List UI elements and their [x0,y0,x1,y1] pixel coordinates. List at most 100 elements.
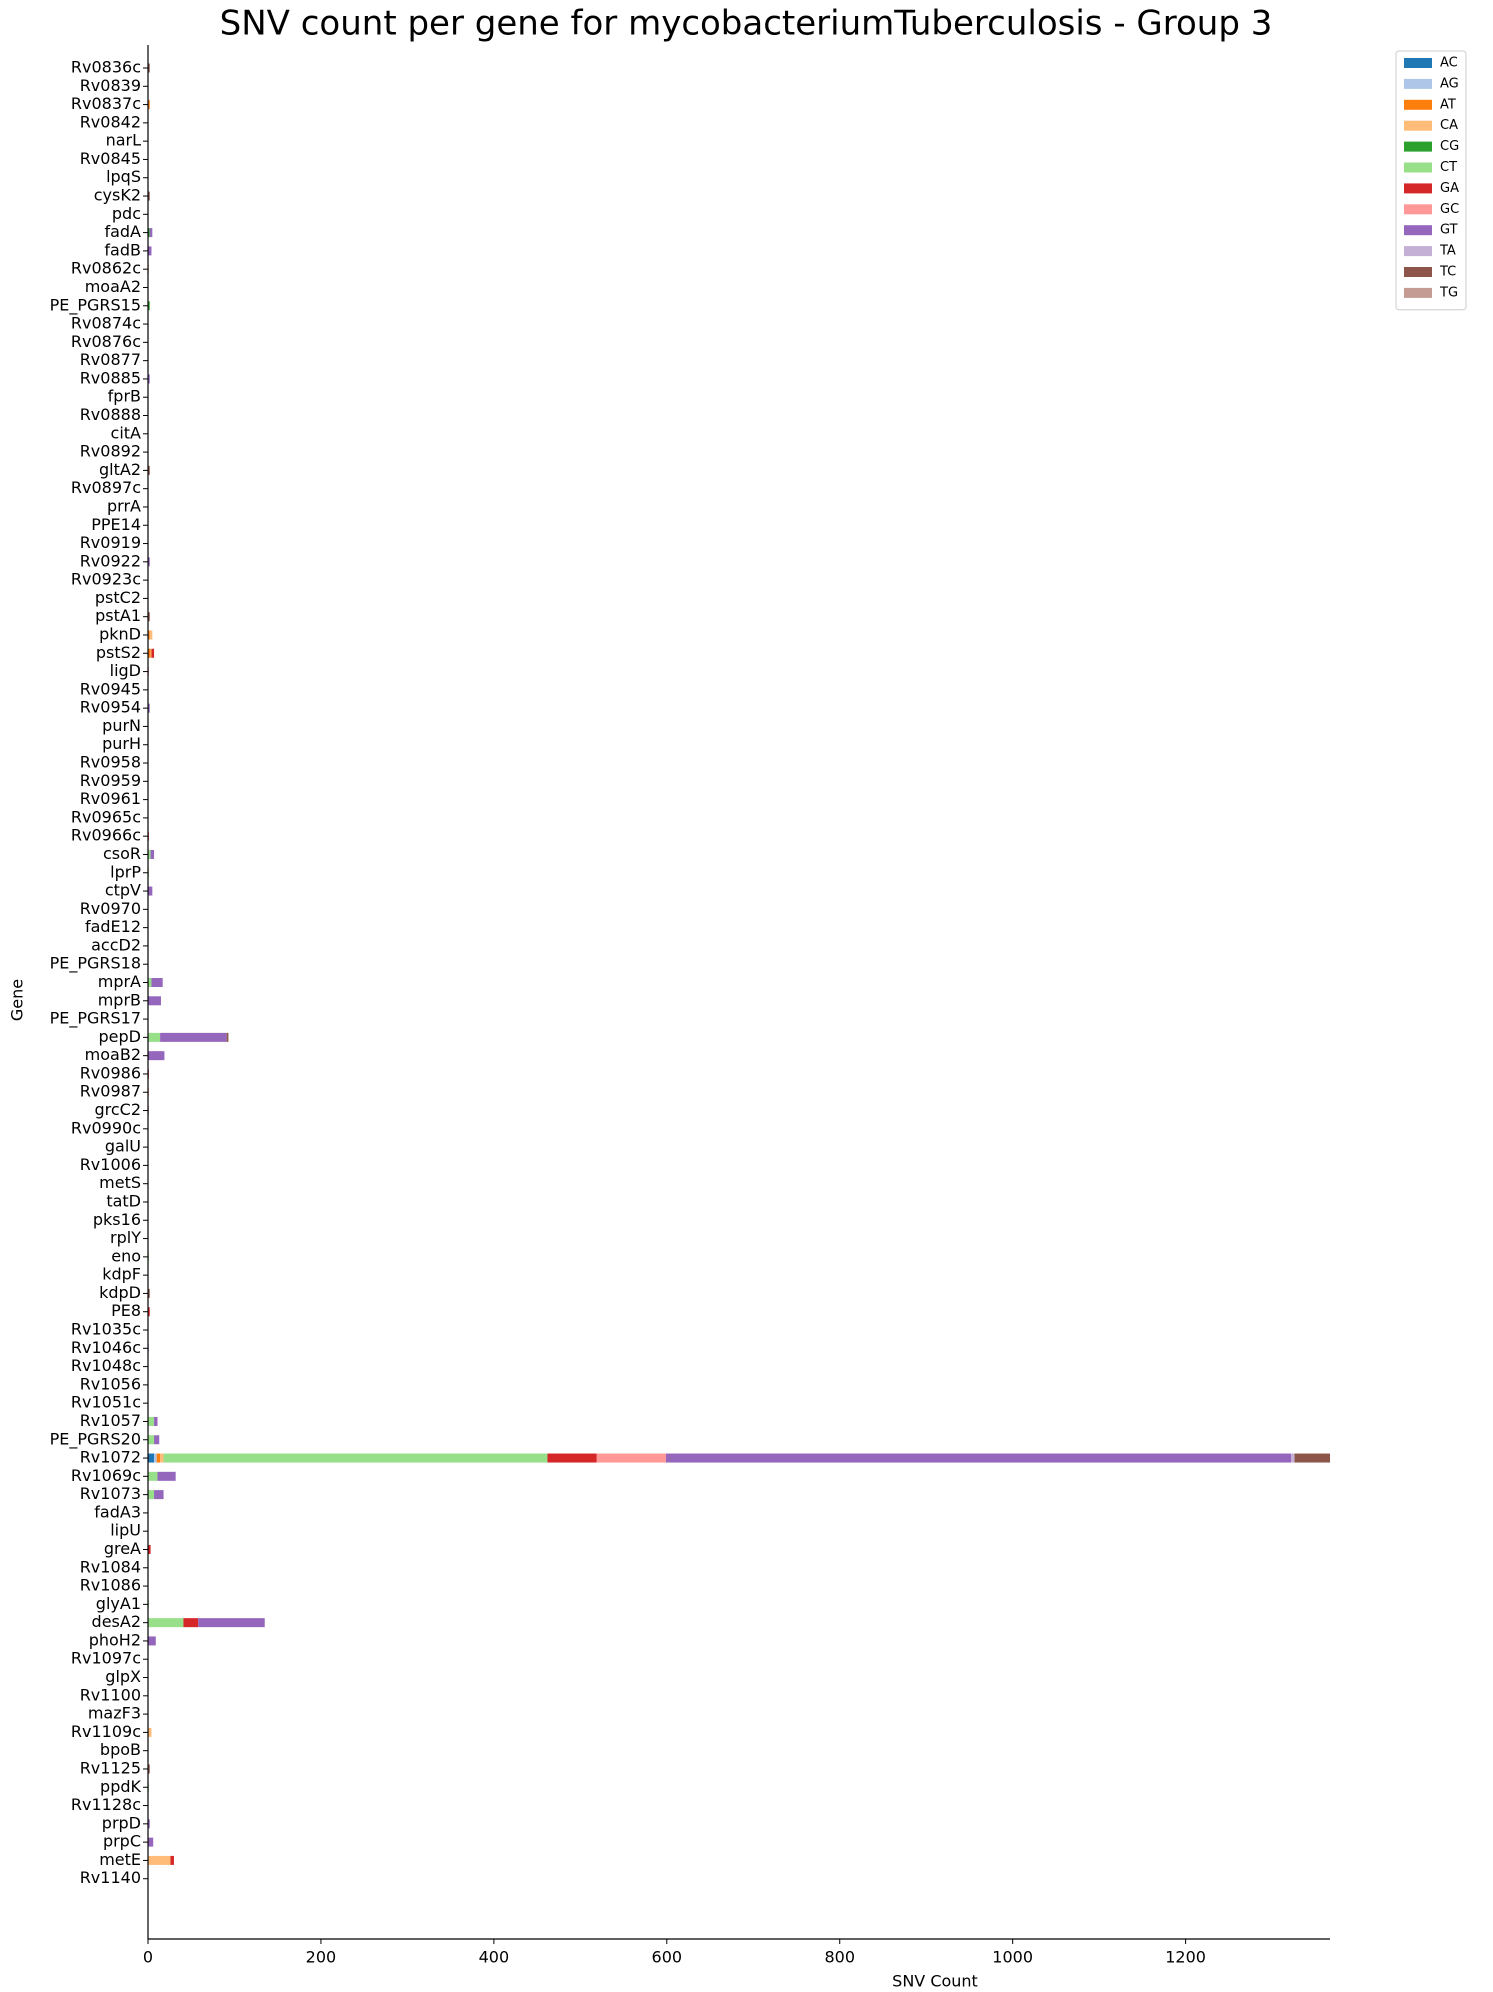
y-tick-label: csoR [103,844,141,863]
y-tick-label: PPE14 [91,515,141,534]
y-tick-label: Rv0923c [71,570,141,589]
y-tick-label: PE_PGRS15 [50,295,141,315]
legend-label: CG [1440,139,1459,154]
x-tick-label: 1000 [992,1948,1033,1967]
y-tick-label: pdc [112,204,141,223]
bar-segment [148,612,150,622]
y-tick-label: rplY [110,1228,141,1247]
bar-segment [148,1453,155,1463]
y-tick-label: fadB [104,240,141,259]
bar-segment [148,978,152,987]
y-tick-label: mprA [98,972,141,991]
x-tick-label: 1200 [1165,1948,1206,1967]
y-tick-label: mazF3 [88,1704,141,1723]
y-tick-label: pknD [99,624,141,643]
y-tick-label: narL [106,131,142,150]
y-tick-label: Rv0954 [80,698,141,717]
legend-swatch [1404,267,1432,277]
y-tick-label: kdpF [102,1265,141,1284]
bar-segment [148,1727,152,1737]
bar-segment [148,374,150,384]
bar-segment [148,630,150,640]
x-tick-label: 400 [479,1948,510,1967]
y-tick-label: glyA1 [96,1594,141,1613]
y-tick-label: fadA3 [94,1502,141,1521]
y-tick-label: Rv1051c [71,1393,141,1412]
bar-segment [148,1819,150,1829]
legend-swatch [1404,58,1432,68]
bar-segment [154,1453,157,1463]
bar-segment [148,1435,155,1445]
legend-label: GA [1440,181,1459,196]
bar-segment [148,1307,150,1317]
bar-segment [148,246,152,256]
bar-segment [148,1490,155,1500]
y-tick-label: PE8 [111,1301,141,1320]
bar-segment [148,1837,154,1847]
y-tick-label: Rv0874c [71,314,141,333]
y-tick-label: cysK2 [94,186,141,205]
bar-segment [198,1618,265,1628]
bar-segment [148,1416,155,1426]
y-tick-label: Rv0845 [80,149,141,168]
legend-label: AG [1440,76,1459,91]
legend-swatch [1404,78,1432,89]
bar-segment [150,849,155,859]
legend-swatch [1404,141,1432,152]
y-tick-label: Rv1057 [80,1411,141,1430]
bar-segment [596,1453,666,1463]
legend-label: GT [1440,223,1458,238]
legend-swatch [1404,99,1432,110]
legend: AC AG AT CA CG CT GA GC GT TA TC TG [1395,50,1467,311]
bar-segment [151,648,155,658]
y-tick-label: Rv0966c [71,826,141,845]
y-tick-label: Rv1100 [80,1685,141,1704]
chart-title: SNV count per gene for mycobacteriumTube… [220,4,1273,44]
y-tick-label: PE_PGRS18 [50,954,141,974]
y-tick-label: Rv1073 [80,1484,141,1503]
bar-segment [149,630,153,640]
y-tick-label: Rv0922 [80,551,141,570]
legend-label: CT [1440,160,1457,175]
legend-swatch [1404,183,1432,194]
bar-segment [148,63,150,73]
legend-swatch [1404,225,1432,236]
y-tick-label: pstA1 [95,606,141,625]
y-tick-label: Rv1109c [71,1722,141,1741]
y-tick-label: Rv0961 [80,789,141,808]
y-tick-label: Rv0919 [80,533,141,552]
bar-segment [148,228,150,238]
bar-segment [150,648,152,658]
y-tick-label: lipU [110,1521,141,1540]
y-tick-label: citA [111,423,142,442]
bar-segment [148,1764,150,1774]
y-tick-label: ppdK [100,1777,141,1796]
bar-segment [156,1453,161,1463]
bar-segment [183,1618,199,1628]
y-tick-label: PE_PGRS20 [50,1429,141,1449]
y-tick-label: ctpV [105,881,141,900]
y-tick-label: Rv1056 [80,1374,141,1393]
y-axis-label: Gene [8,979,27,1021]
y-tick-label: eno [111,1246,141,1265]
bar-segment [170,1855,174,1865]
y-tick-label: Rv0839 [80,76,141,95]
y-tick-label: lprP [110,862,141,881]
bar-segment [148,1471,158,1481]
y-tick-label: gltA2 [99,460,141,479]
bar-segment [1291,1453,1295,1463]
bar-segment [160,1453,164,1463]
bar-segment [148,648,151,658]
legend-swatch [1404,287,1432,298]
x-tick-label: 800 [824,1948,855,1967]
y-tick-label: Rv1006 [80,1155,141,1174]
y-tick-label: Rv0892 [80,442,141,461]
y-tick-label: purH [102,734,141,753]
legend-swatch [1404,120,1432,131]
bar-segment [148,1051,165,1061]
y-tick-label: metS [99,1173,141,1192]
y-tick-label: tatD [106,1191,141,1210]
legend-label: AT [1440,97,1456,112]
bar-segment [148,1288,150,1298]
bar-segment [149,228,153,238]
